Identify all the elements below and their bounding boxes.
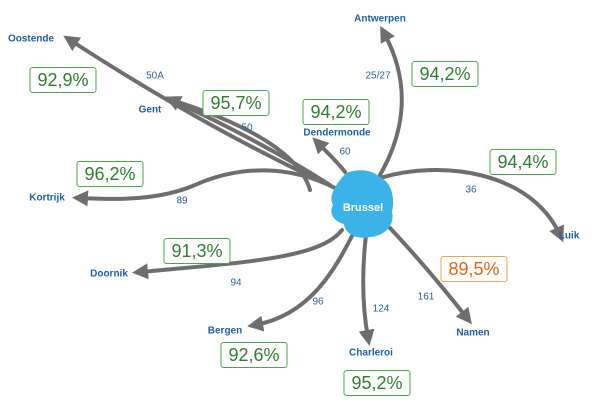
punctuality-badge-oostende: 92,9% <box>29 67 97 93</box>
punctuality-badge-gent: 95,7% <box>202 90 270 116</box>
route-line-charleroi <box>358 233 375 346</box>
route-line-antwerpen <box>378 25 404 177</box>
city-label-oostende: Oostende <box>7 33 55 45</box>
route-line-oostende <box>63 35 320 182</box>
line-number-doornik: 94 <box>230 277 242 289</box>
punctuality-badge-bergen: 92,6% <box>220 342 288 368</box>
hub-label: Brussel <box>342 202 384 214</box>
route-line-dendermonde <box>312 137 347 174</box>
route-line-namen <box>388 226 472 325</box>
city-label-dendermonde: Dendermonde <box>303 127 371 139</box>
route-line-gent <box>164 96 332 187</box>
city-label-kortrijk: Kortrijk <box>29 192 65 204</box>
punctuality-badge-antwerpen: 94,2% <box>411 61 479 87</box>
line-number-antwerpen: 25/27 <box>365 70 391 82</box>
punctuality-badge-doornik: 91,3% <box>163 238 231 264</box>
route-line-kortrijk <box>72 168 337 207</box>
city-label-antwerpen: Antwerpen <box>354 13 406 25</box>
punctuality-badge-charleroi: 95,2% <box>343 370 411 396</box>
city-label-doornik: Doornik <box>90 268 128 280</box>
city-label-charleroi: Charleroi <box>349 347 393 359</box>
line-number-kortrijk: 89 <box>176 195 188 207</box>
city-label-luik: Luik <box>558 230 580 242</box>
route-line-luik <box>378 168 564 243</box>
city-label-bergen: Bergen <box>207 325 243 337</box>
route-line-doornik <box>132 228 344 280</box>
brussel-hub-shape <box>331 170 394 238</box>
line-number-namen: 161 <box>417 291 435 303</box>
punctuality-badge-dendermonde: 94,2% <box>302 99 370 125</box>
line-number-dendermonde: 60 <box>339 146 351 158</box>
line-number-luik: 36 <box>465 184 477 196</box>
punctuality-badge-luik: 94,4% <box>489 149 557 175</box>
line-number-charleroi: 124 <box>372 303 390 315</box>
city-label-namen: Namen <box>456 327 490 339</box>
city-label-gent: Gent <box>138 104 162 116</box>
line-number-gent: 50 <box>241 122 253 134</box>
line-number-oostende: 50A <box>146 70 164 82</box>
punctuality-badge-kortrijk: 96,2% <box>76 161 144 187</box>
line-number-bergen: 96 <box>312 296 324 308</box>
route-line-bergen <box>247 228 357 332</box>
punctuality-badge-namen: 89,5% <box>440 256 508 282</box>
